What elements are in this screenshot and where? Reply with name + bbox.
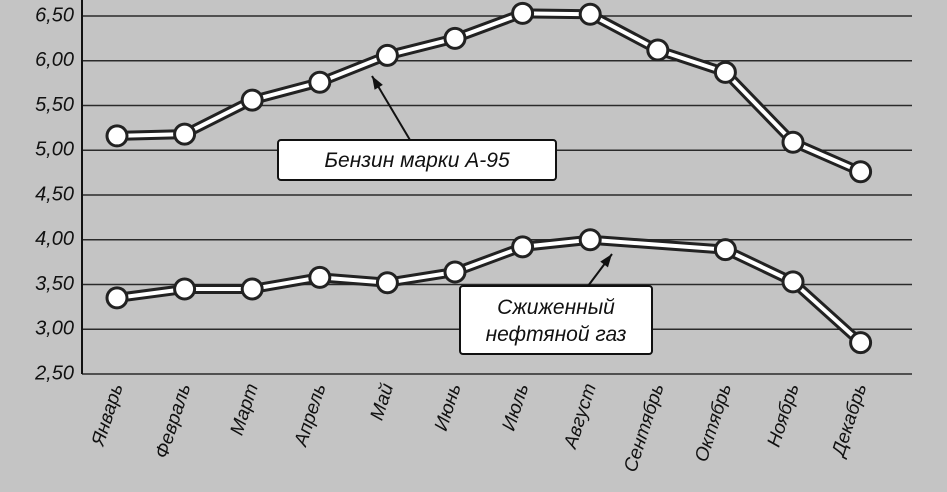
point [443, 260, 467, 284]
point [578, 228, 602, 252]
point [240, 88, 264, 112]
point [713, 238, 737, 262]
legend-label: нефтяной газ [486, 323, 627, 346]
arrow-head [600, 254, 612, 268]
y-tick-label: 2,50 [34, 362, 74, 384]
point [849, 331, 873, 355]
point [308, 70, 332, 94]
point [713, 60, 737, 84]
point [105, 286, 129, 310]
y-tick-label: 4,00 [35, 228, 74, 250]
point [781, 130, 805, 154]
point [173, 122, 197, 146]
point [646, 38, 670, 62]
point [240, 277, 264, 301]
series-line-inner [116, 11, 862, 174]
y-tick-label: 6,50 [35, 4, 74, 26]
y-tick-label: 5,00 [35, 139, 74, 161]
y-tick-label: 3,00 [35, 318, 74, 340]
legend-label: Сжиженный [497, 296, 615, 319]
point [173, 277, 197, 301]
point [443, 26, 467, 50]
point [578, 2, 602, 26]
point [781, 270, 805, 294]
point [511, 1, 535, 25]
point [375, 43, 399, 67]
point [105, 124, 129, 148]
legend-box [459, 285, 653, 355]
point [308, 265, 332, 289]
y-tick-label: 4,50 [35, 183, 74, 205]
legend-box [277, 139, 557, 181]
arrow-head [372, 76, 383, 90]
point [511, 235, 535, 259]
point [375, 271, 399, 295]
y-tick-label: 5,50 [35, 94, 74, 116]
legend-label: Бензин марки А-95 [324, 149, 510, 172]
y-tick-label: 3,50 [35, 273, 74, 295]
y-tick-label: 6,00 [35, 49, 74, 71]
point [849, 160, 873, 184]
